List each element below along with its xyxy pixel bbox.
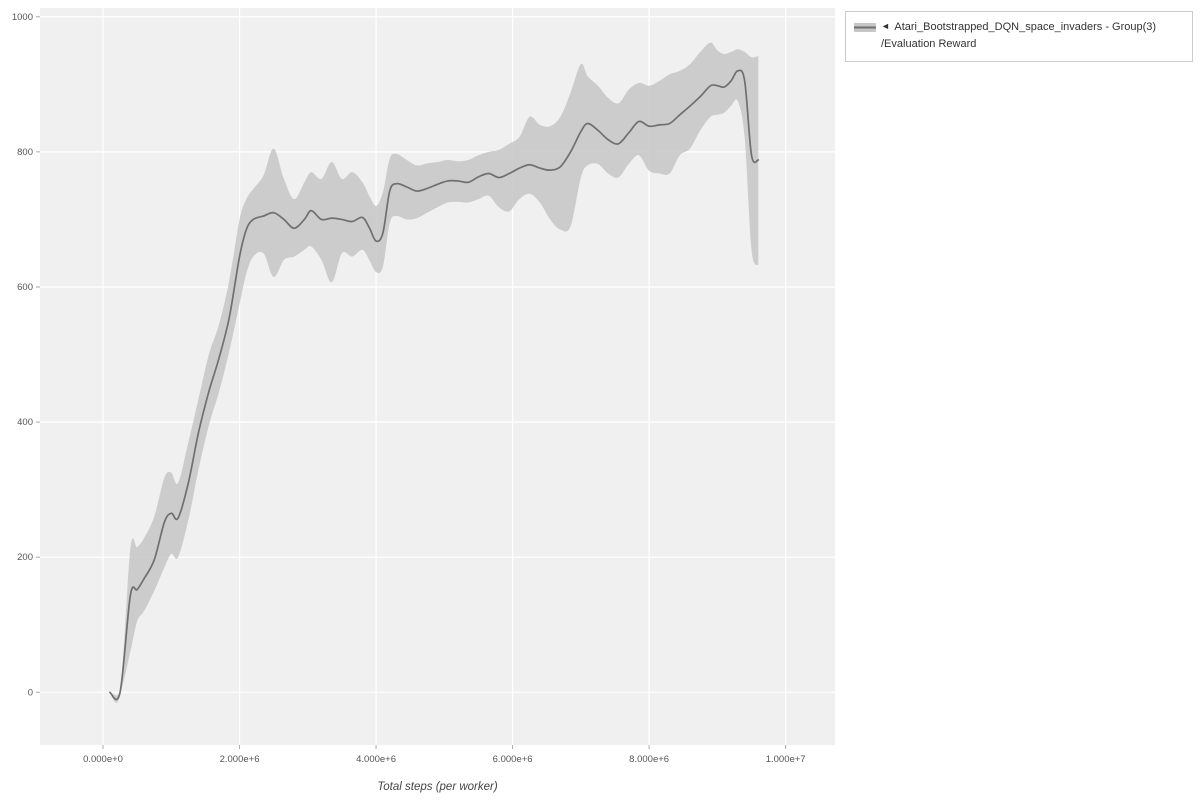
x-axis-label: Total steps (per worker) [377,781,498,793]
y-tick-label: 1000 [12,12,33,23]
legend-series-label: Atari_Bootstrapped_DQN_space_invaders - … [894,21,1157,33]
y-tick-label: 0 [28,687,33,698]
plot-area [40,8,835,745]
legend-marker-icon: ◄ [881,21,890,31]
x-tick-label: 2.000e+6 [220,754,260,765]
y-tick-label: 800 [17,147,33,158]
y-tick-label: 600 [17,282,33,293]
x-tick-label: 1.000e+7 [766,754,806,765]
x-tick-label: 0.000e+0 [83,754,123,765]
x-tick-label: 6.000e+6 [493,754,533,765]
confidence-band [109,42,759,703]
legend[interactable]: ◄ Atari_Bootstrapped_DQN_space_invaders … [845,11,1193,63]
legend-swatch-icon [854,23,876,32]
y-tick-label: 200 [17,552,33,563]
x-tick-label: 8.000e+6 [629,754,669,765]
series-line [108,69,760,701]
y-tick-label: 400 [17,417,33,428]
x-tick-label: 4.000e+6 [356,754,396,765]
legend-label-block: ◄ Atari_Bootstrapped_DQN_space_invaders … [881,19,1156,53]
legend-metric-label: /Evaluation Reward [881,38,977,51]
